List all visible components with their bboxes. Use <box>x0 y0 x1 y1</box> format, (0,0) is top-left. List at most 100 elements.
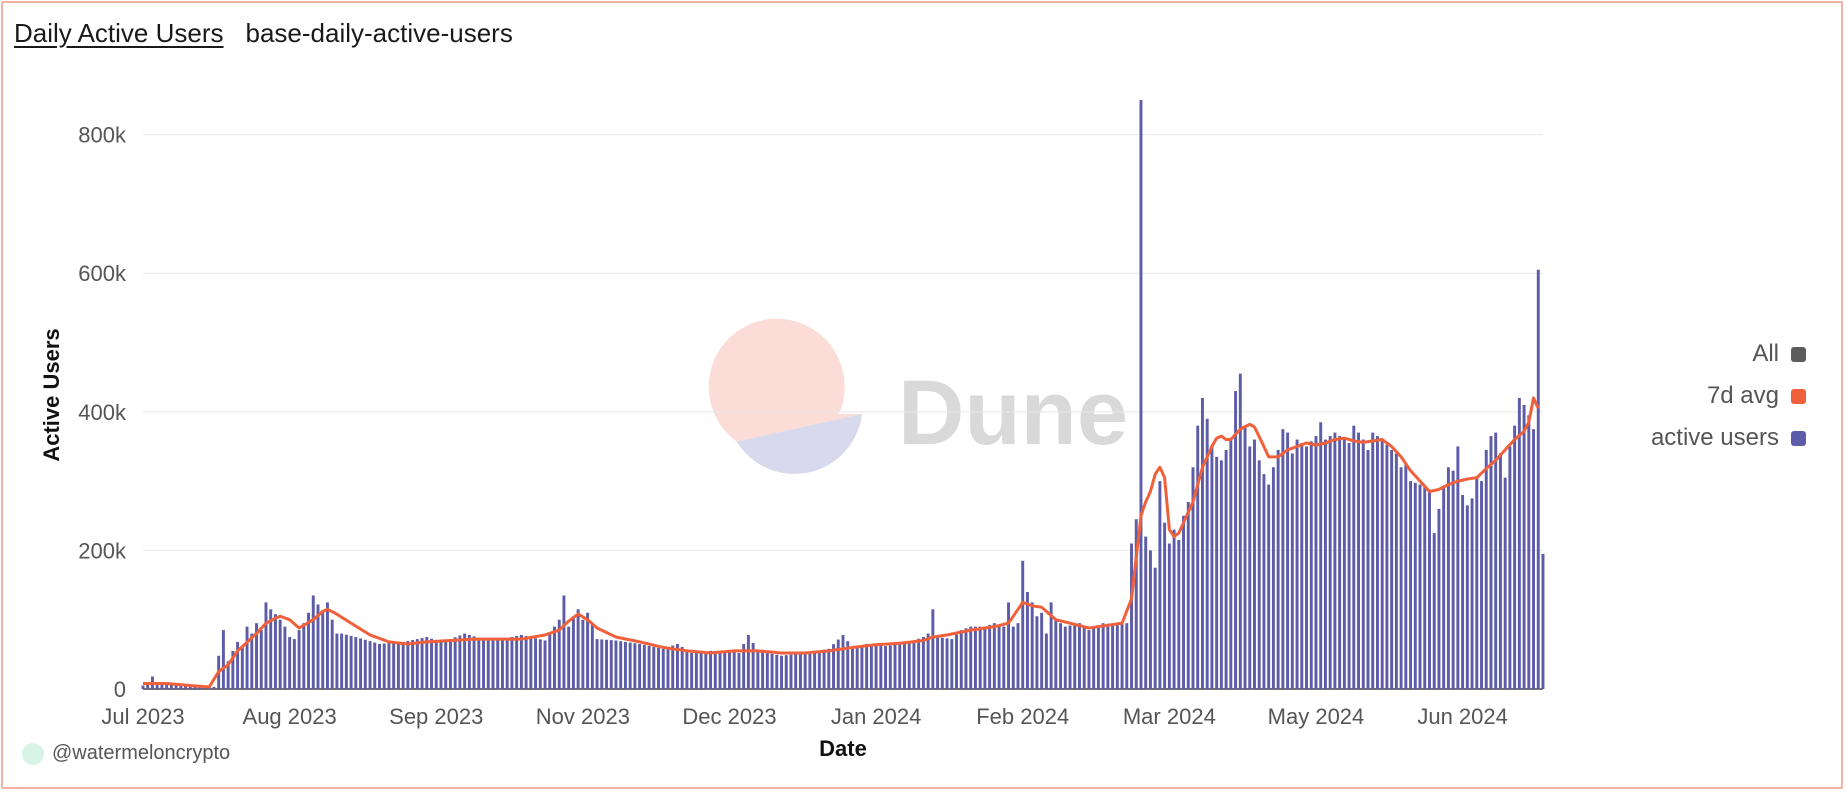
bar <box>1007 602 1010 689</box>
bar <box>600 639 604 689</box>
bar <box>1281 429 1285 689</box>
bar <box>448 639 452 689</box>
bar <box>590 623 594 689</box>
bar <box>605 639 608 689</box>
bar <box>240 646 244 689</box>
bar <box>633 643 637 689</box>
bar <box>1139 100 1143 689</box>
bar <box>1153 567 1157 689</box>
bar <box>746 634 750 689</box>
bar <box>1082 626 1086 689</box>
bar <box>1461 494 1465 689</box>
bar <box>321 611 325 689</box>
bar <box>548 633 552 689</box>
bar <box>817 650 821 689</box>
x-tick-label: Jun 2024 <box>1417 704 1508 729</box>
bar <box>1498 453 1502 689</box>
bar <box>1248 446 1252 689</box>
author-handle[interactable]: @watermeloncrypto <box>52 742 231 764</box>
x-tick-label: Nov 2023 <box>536 704 630 729</box>
bar <box>586 612 590 689</box>
bar <box>1130 543 1133 689</box>
bar <box>657 647 660 689</box>
bar <box>751 642 755 689</box>
bar <box>1295 439 1299 689</box>
bar <box>1394 453 1398 689</box>
chart-header: Daily Active Users base-daily-active-use… <box>14 18 513 49</box>
bar <box>1257 460 1261 689</box>
bar <box>1328 436 1332 689</box>
bar <box>822 649 826 689</box>
bar <box>1196 425 1200 689</box>
bar <box>713 650 717 689</box>
bar <box>538 639 542 689</box>
bar <box>1357 432 1360 689</box>
bar <box>1366 449 1370 689</box>
bar <box>1219 460 1223 689</box>
bar <box>1238 373 1242 689</box>
bar <box>463 633 467 689</box>
bar <box>723 650 727 689</box>
bar <box>1475 477 1479 689</box>
bar <box>983 626 987 689</box>
bar <box>1323 439 1327 689</box>
bar <box>936 637 940 689</box>
bar <box>529 637 533 689</box>
bar <box>1040 612 1044 689</box>
dune-watermark: Dune <box>708 318 1128 474</box>
legend-item-active-users[interactable]: active users <box>1651 424 1806 452</box>
bar <box>685 649 689 689</box>
bar <box>945 638 949 689</box>
bar <box>628 642 632 689</box>
bar <box>699 651 703 689</box>
bar <box>1517 397 1521 689</box>
bar <box>519 634 523 689</box>
bar <box>784 655 788 689</box>
bar <box>278 619 282 689</box>
legend: All 7d avg active users <box>1651 340 1806 452</box>
bar <box>368 641 372 689</box>
bar <box>434 640 438 689</box>
bar <box>335 633 339 689</box>
bar <box>1035 616 1039 689</box>
bar <box>1404 463 1408 689</box>
bar <box>1428 489 1431 689</box>
bar <box>832 644 835 689</box>
bar <box>1480 481 1483 689</box>
bar <box>1456 446 1460 689</box>
chart-title-link[interactable]: Daily Active Users <box>14 18 224 48</box>
bar <box>411 640 415 689</box>
bar <box>1243 425 1247 689</box>
bar <box>236 641 240 689</box>
legend-swatch <box>1791 346 1806 362</box>
bar <box>728 650 731 689</box>
bar <box>231 650 235 689</box>
bar <box>1215 456 1219 689</box>
bar <box>1229 439 1233 689</box>
bar <box>1513 425 1517 689</box>
bar <box>1423 487 1427 689</box>
bar <box>174 684 178 689</box>
bar <box>169 683 173 689</box>
legend-item-7d-avg[interactable]: 7d avg <box>1707 382 1806 410</box>
bar <box>491 639 495 689</box>
bar <box>860 645 864 689</box>
bar <box>581 619 585 689</box>
bar <box>770 653 774 689</box>
bar <box>732 651 736 689</box>
legend-item-all[interactable]: All <box>1752 340 1806 368</box>
bar <box>675 643 679 689</box>
bar <box>869 644 873 689</box>
bar <box>1446 467 1450 689</box>
bar <box>567 626 571 689</box>
bar <box>1125 623 1129 689</box>
bar <box>798 653 802 689</box>
bar <box>415 639 419 689</box>
bar <box>363 639 367 689</box>
bar <box>160 682 164 689</box>
bar <box>623 641 627 689</box>
bar <box>264 602 268 689</box>
bar <box>571 616 575 689</box>
bar <box>557 619 561 689</box>
bar <box>392 642 396 689</box>
